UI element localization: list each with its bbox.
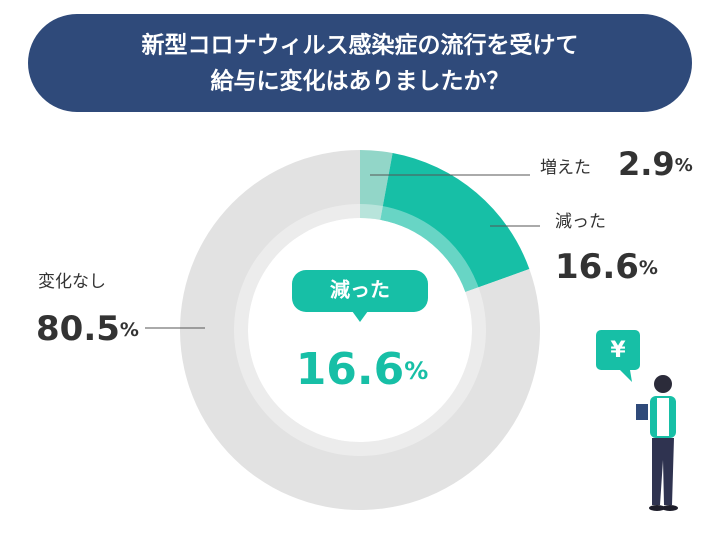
value: 16.6 bbox=[296, 344, 405, 395]
value: 2.9 bbox=[618, 145, 675, 183]
value-label: 16.6% bbox=[555, 247, 658, 287]
value: 80.5 bbox=[36, 309, 120, 349]
category-label: 増えた bbox=[540, 158, 591, 178]
value-label: 16.6% bbox=[296, 344, 429, 395]
svg-text:¥: ¥ bbox=[610, 338, 626, 363]
value: 16.6 bbox=[555, 247, 639, 287]
chart-title: 新型コロナウィルス感染症の流行を受けて bbox=[142, 32, 579, 59]
donut-segment bbox=[360, 150, 393, 220]
inner-ring bbox=[234, 204, 486, 456]
category-label: 減った bbox=[555, 212, 606, 232]
unit: % bbox=[639, 257, 658, 279]
category-label: 変化なし bbox=[38, 272, 106, 292]
callout-pointer bbox=[352, 311, 368, 322]
title-banner bbox=[28, 14, 692, 112]
value-label: 80.5% bbox=[36, 309, 139, 349]
chart-title: 給与に変化はありましたか？ bbox=[211, 68, 510, 95]
person-illustration: ¥ bbox=[596, 330, 678, 511]
callout-label: 減った bbox=[330, 278, 390, 302]
unit: % bbox=[675, 155, 693, 176]
donut-segment bbox=[380, 152, 530, 293]
unit: % bbox=[120, 319, 139, 341]
callout-box bbox=[292, 270, 428, 312]
unit: % bbox=[404, 357, 428, 385]
donut-segment bbox=[180, 150, 541, 511]
value-label: 2.9% bbox=[618, 145, 693, 183]
